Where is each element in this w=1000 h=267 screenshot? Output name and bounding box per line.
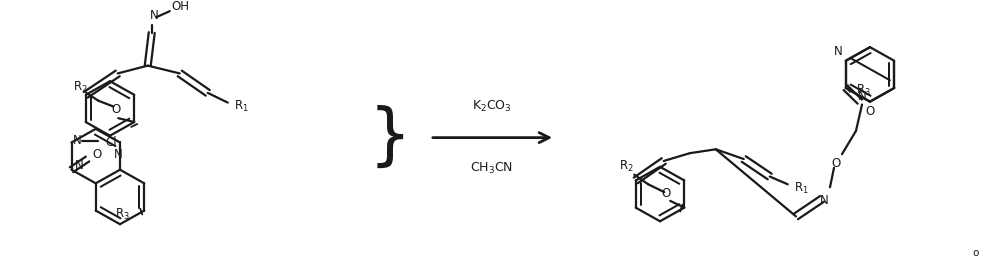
Text: O: O [112, 103, 121, 116]
Text: R$_2$: R$_2$ [619, 159, 634, 174]
Text: N: N [75, 159, 84, 172]
Text: N: N [833, 45, 842, 58]
Text: N: N [149, 9, 158, 22]
Text: N: N [73, 134, 82, 147]
Text: N: N [858, 90, 866, 103]
Text: O: O [865, 105, 874, 118]
Text: O: O [662, 187, 671, 199]
Text: N: N [820, 194, 828, 207]
Text: R$_1$: R$_1$ [234, 99, 249, 114]
Text: R$_3$: R$_3$ [115, 207, 130, 222]
Text: N: N [114, 148, 122, 161]
Text: }: } [369, 105, 411, 171]
Text: K$_2$CO$_3$: K$_2$CO$_3$ [472, 99, 512, 114]
Text: R$_1$: R$_1$ [794, 181, 809, 196]
Text: OH: OH [172, 0, 190, 13]
Text: R$_2$: R$_2$ [73, 80, 88, 95]
Text: R$_3$: R$_3$ [856, 83, 871, 97]
Text: O: O [92, 148, 101, 161]
Text: CH$_3$CN: CH$_3$CN [470, 161, 514, 176]
Text: o: o [973, 248, 979, 258]
Text: O: O [831, 157, 841, 170]
Text: Cl: Cl [106, 136, 117, 149]
